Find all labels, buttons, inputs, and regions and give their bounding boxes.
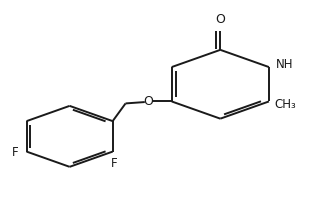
Text: CH₃: CH₃ [275, 98, 297, 111]
Text: NH: NH [276, 58, 293, 71]
Text: O: O [144, 95, 154, 108]
Text: F: F [111, 156, 118, 169]
Text: O: O [215, 13, 225, 26]
Text: F: F [12, 146, 19, 159]
